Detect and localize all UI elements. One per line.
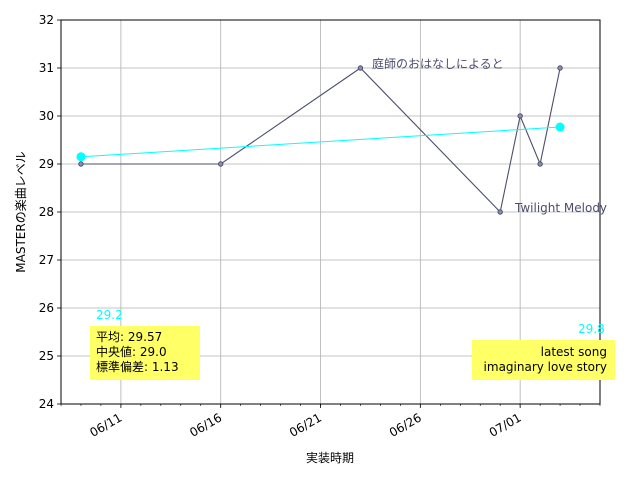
latest-label: latest song — [541, 345, 607, 359]
y-tick-label: 27 — [39, 253, 54, 267]
y-tick-label: 28 — [39, 205, 54, 219]
y-tick-label: 29 — [39, 157, 54, 171]
x-tick-label: 06/11 — [87, 410, 124, 439]
latest-song-title: imaginary love story — [484, 360, 607, 374]
y-tick-label: 30 — [39, 109, 54, 123]
trend-endpoint — [76, 152, 86, 162]
trend-line — [80, 126, 561, 158]
y-tick-label: 26 — [39, 301, 54, 315]
stats-box-background — [90, 326, 200, 380]
y-tick-label: 25 — [39, 349, 54, 363]
level-data-point — [357, 65, 364, 71]
y-tick-label: 31 — [39, 61, 54, 75]
latest-box-background — [472, 340, 615, 380]
annotation-end-value: 29.8 — [578, 322, 605, 336]
y-tick-label: 24 — [39, 397, 54, 411]
annotation-song-twilight: Twilight Melody — [514, 201, 607, 215]
annotations: 庭師のおはなしによると Twilight Melody 29.2 29.8 — [96, 56, 607, 336]
y-tick-label: 32 — [39, 13, 54, 27]
level-data-point — [557, 65, 563, 71]
level-data-point — [78, 161, 84, 167]
stats-stddev: 標準偏差: 1.13 — [96, 359, 179, 374]
level-data-point — [218, 161, 224, 167]
stats-mean: 平均: 29.57 — [96, 330, 162, 344]
annotation-song-niwashi: 庭師のおはなしによると — [372, 56, 504, 71]
trend-endpoint — [555, 122, 565, 132]
level-data-point — [517, 113, 523, 119]
x-axis-label: 実装時期 — [306, 450, 354, 465]
stats-box: 平均: 29.57 中央値: 29.0 標準偏差: 1.13 — [90, 326, 200, 380]
x-tick-label: 07/01 — [487, 410, 524, 439]
level-data-point — [537, 161, 543, 167]
x-tick-label: 06/26 — [387, 410, 424, 439]
y-axis: 24 25 26 27 28 29 30 31 32 — [39, 13, 61, 411]
x-tick-label: 06/21 — [287, 410, 324, 439]
series-layer — [76, 65, 565, 215]
annotation-start-value: 29.2 — [96, 308, 123, 322]
latest-box: latest song imaginary love story — [472, 340, 615, 380]
x-axis: 06/11 06/16 06/21 06/26 07/01 — [60, 404, 601, 440]
level-data-point — [497, 209, 503, 215]
y-axis-label: MASTERの楽曲レベル — [14, 151, 28, 272]
stats-median: 中央値: 29.0 — [96, 344, 167, 359]
x-tick-label: 06/16 — [187, 410, 224, 439]
